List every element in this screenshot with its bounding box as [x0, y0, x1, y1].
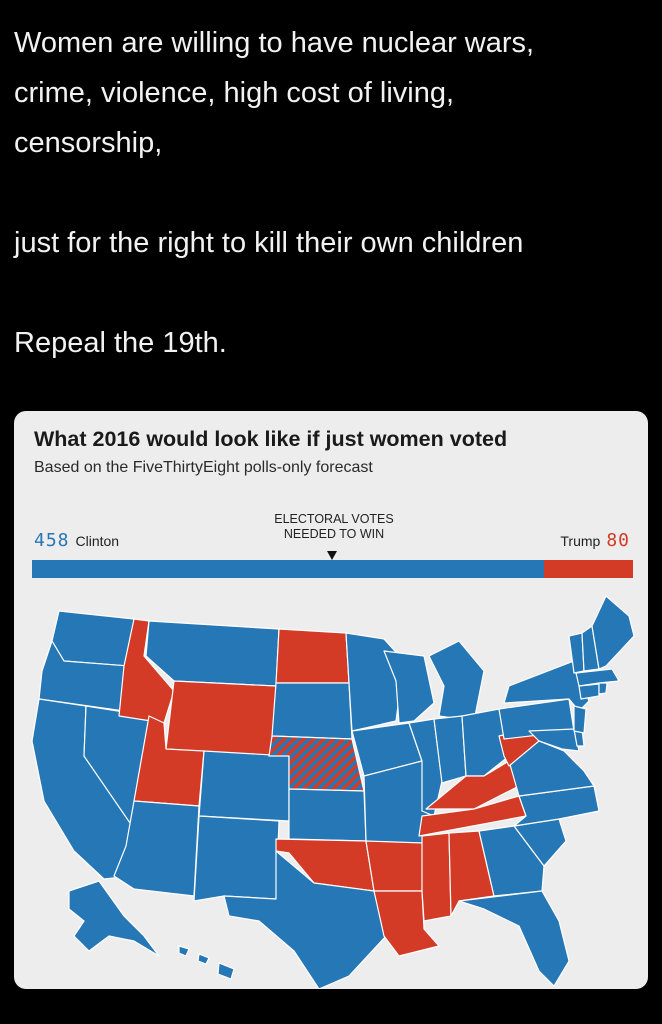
chart-title: What 2016 would look like if just women …	[34, 427, 508, 451]
state-nd	[275, 628, 350, 684]
state-mi	[428, 640, 485, 722]
win-threshold-marker	[327, 551, 337, 560]
state-ct	[578, 683, 600, 700]
post-line: censorship,	[14, 127, 163, 159]
post-line: just for the right to kill their own chi…	[14, 227, 524, 259]
state-ks	[288, 788, 367, 842]
state-nm	[193, 815, 280, 902]
state-co	[198, 750, 290, 822]
clinton-total: 458 Clinton	[34, 530, 125, 551]
state-sd	[271, 682, 353, 740]
post-text: Women are willing to have nuclear wars, …	[14, 18, 654, 368]
state-wa	[51, 610, 135, 667]
state-me	[591, 595, 635, 670]
state-ga	[478, 825, 545, 897]
state-nj	[573, 705, 587, 734]
state-tx	[223, 850, 387, 989]
state-ma	[575, 668, 620, 687]
post-line: Women are willing to have nuclear wars,	[14, 27, 535, 59]
chart-subtitle: Based on the FiveThirtyEight polls-only …	[34, 459, 373, 476]
state-wy	[165, 680, 277, 757]
bar-segment-clinton	[32, 560, 544, 578]
post-line: crime, violence, high cost of living,	[14, 77, 455, 109]
state-ms	[421, 832, 452, 922]
electoral-vote-bar	[32, 560, 633, 578]
trump-label: Trump	[560, 533, 601, 549]
state-md	[528, 728, 580, 752]
state-ar	[365, 840, 425, 892]
state-mn	[345, 632, 405, 732]
state-wi	[383, 650, 435, 724]
state-ri	[598, 682, 608, 695]
clinton-votes: 458	[34, 530, 70, 551]
post-line: Repeal the 19th.	[14, 327, 227, 359]
state-az	[113, 800, 200, 897]
votes-needed-label: ELECTORAL VOTES NEEDED TO WIN	[274, 512, 394, 541]
state-mt	[145, 620, 280, 687]
state-hi	[178, 945, 235, 980]
bar-segment-trump	[543, 560, 633, 578]
us-electoral-map	[31, 595, 635, 989]
trump-total: Trump 80	[554, 530, 630, 551]
state-oh	[461, 708, 510, 777]
state-ak	[68, 880, 160, 957]
trump-votes: 80	[606, 530, 630, 551]
clinton-label: Clinton	[75, 533, 120, 549]
state-fl	[458, 890, 570, 987]
embedded-chart-image[interactable]: What 2016 would look like if just women …	[14, 411, 648, 989]
